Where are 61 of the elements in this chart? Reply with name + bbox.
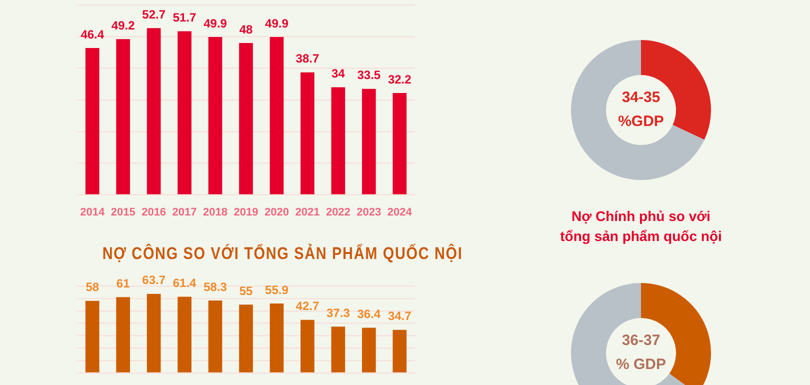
bar (239, 304, 253, 372)
text: %GDP (618, 113, 664, 130)
bar (146, 28, 161, 194)
bar (85, 300, 100, 372)
bar (362, 328, 376, 372)
x-tick-label: 2019 (234, 206, 258, 218)
bar (146, 294, 161, 372)
data-label: 33.5 (357, 68, 381, 82)
text: 34-35 (622, 89, 660, 106)
bar (270, 36, 284, 194)
data-label: 38.7 (296, 52, 320, 66)
text: 36-37 (622, 332, 660, 349)
data-label: 51.7 (172, 10, 197, 25)
data-label: 49.9 (204, 16, 228, 30)
x-tick-label: 2018 (203, 206, 228, 218)
x-tick-label: 2021 (295, 206, 320, 218)
bar (392, 330, 407, 372)
bar (300, 72, 314, 194)
bar (239, 42, 253, 194)
bar (362, 88, 376, 194)
x-tick-label: 2015 (110, 206, 136, 218)
data-label: 55.9 (265, 282, 289, 297)
data-label: 42.7 (296, 299, 320, 314)
bar (392, 92, 407, 194)
data-label: 36.4 (357, 307, 381, 322)
bar (178, 296, 192, 372)
data-label: 63.7 (142, 273, 166, 288)
data-label: 49.2 (111, 18, 136, 32)
bar (270, 304, 284, 372)
data-label: 52.7 (142, 7, 166, 22)
bar (116, 39, 130, 194)
bar (300, 320, 314, 372)
bar (331, 326, 346, 372)
text: % GDP (616, 356, 666, 373)
bar (178, 31, 192, 194)
x-tick-label: 2023 (356, 206, 382, 218)
data-label: 58 (86, 280, 100, 294)
chart-title: NỢ CÔNG SO VỚI TỔNG SẢN PHẨM QUỐC NỘI (102, 244, 463, 264)
data-label: 61.4 (172, 276, 197, 290)
x-tick-label: 2022 (326, 206, 350, 218)
data-label: 49.9 (265, 16, 289, 30)
data-label: 37.3 (326, 306, 350, 320)
data-label: 32.2 (388, 72, 412, 86)
data-label: 58.3 (204, 280, 228, 294)
bar (208, 300, 222, 372)
x-tick-label: 2016 (142, 206, 166, 218)
bar (331, 87, 346, 194)
x-tick-label: 2017 (172, 206, 197, 218)
x-tick-label: 2020 (264, 206, 289, 218)
x-tick-label: 2024 (387, 206, 413, 218)
data-label: 61 (116, 276, 130, 290)
x-tick-label: 2014 (80, 206, 106, 218)
data-label: 46.4 (80, 27, 104, 42)
bar (116, 297, 130, 372)
bar (208, 36, 222, 194)
data-label: 34 (332, 66, 346, 81)
data-label: 55 (239, 284, 253, 298)
data-label: 48 (239, 22, 253, 36)
text: Nợ Chính phủ so với tổng sản phẩm quốc nội (559, 207, 723, 246)
data-label: 34.7 (388, 309, 412, 324)
bar (85, 48, 100, 194)
